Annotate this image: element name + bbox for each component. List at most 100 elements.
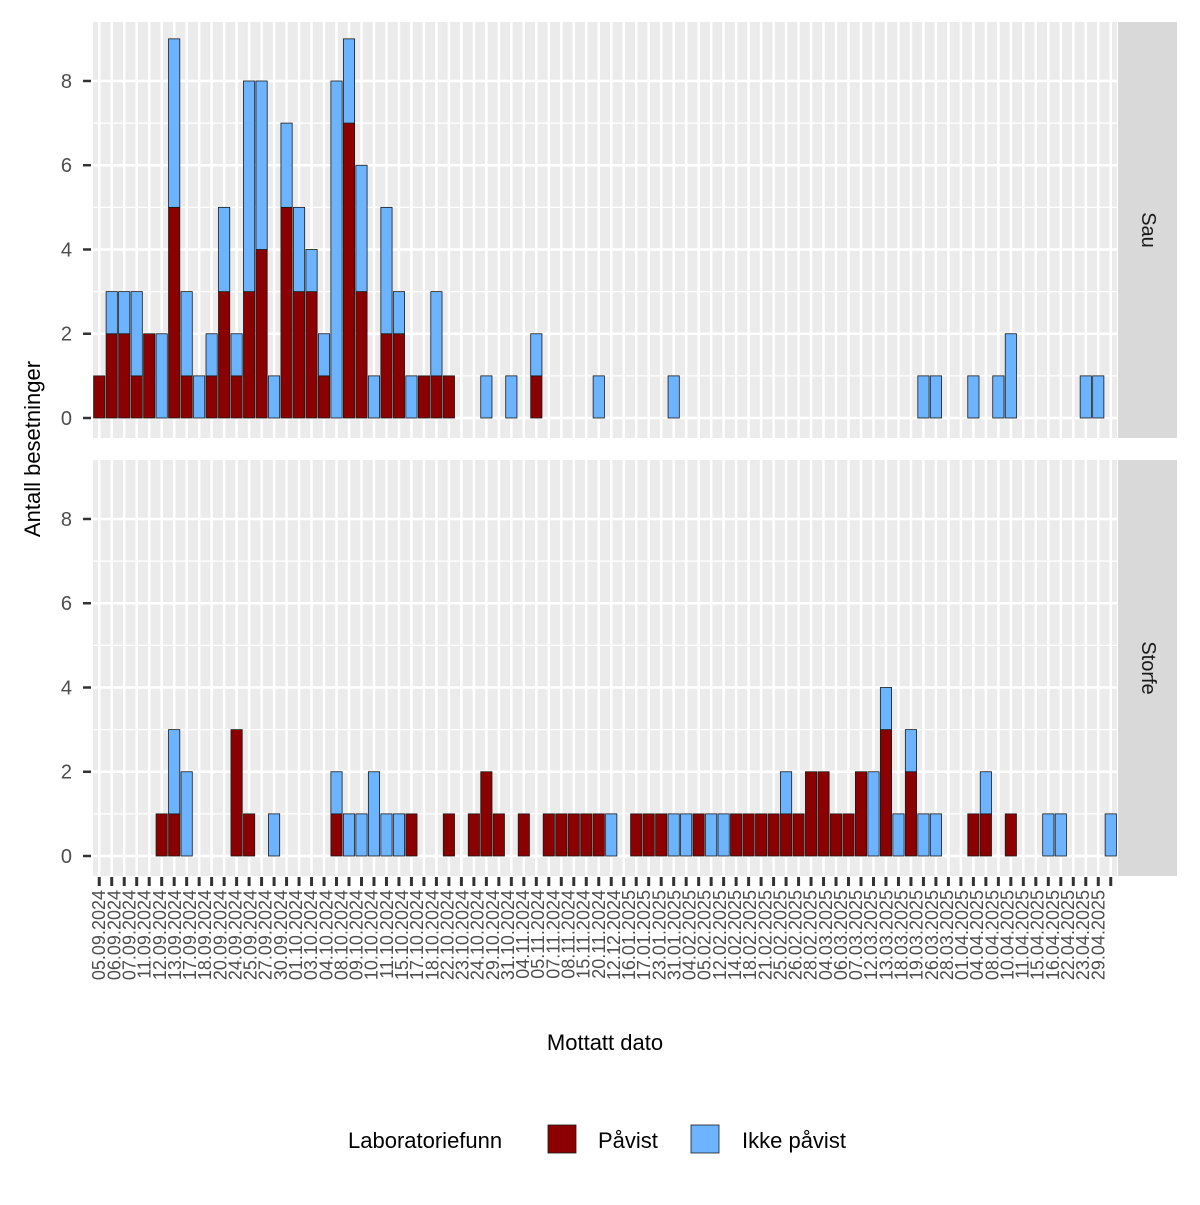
bar-pavist — [879, 729, 892, 857]
x-tick-label: 30.09.2024 — [271, 890, 291, 980]
bar-pavist — [255, 249, 268, 419]
x-tick-label: 15.04.2025 — [1028, 890, 1048, 980]
x-tick-label: 28.03.2025 — [937, 890, 957, 980]
x-tick-label: 06.09.2024 — [104, 890, 124, 980]
x-tick-label: 05.02.2025 — [695, 890, 715, 980]
bar-pavist — [280, 206, 293, 419]
x-tick-label: 22.04.2025 — [1058, 890, 1078, 980]
bar-pavist — [417, 375, 430, 419]
x-tick-label: 20.11.2024 — [589, 890, 609, 979]
x-tick-label: 12.03.2025 — [861, 890, 881, 980]
bar-pavist — [93, 375, 106, 419]
bar-pavist — [979, 813, 992, 857]
bar-ikke-pavist — [105, 291, 118, 335]
x-tick-label: 12.12.2024 — [604, 890, 624, 980]
bar-ikke-pavist — [118, 291, 131, 335]
bar-pavist — [830, 813, 843, 857]
x-tick-label: 18.03.2025 — [891, 890, 911, 980]
y-tick-label: 6 — [61, 155, 72, 177]
x-tick-label: 11.09.2024 — [135, 890, 155, 979]
x-tick-label: 19.03.2025 — [907, 890, 927, 980]
bar-ikke-pavist — [592, 375, 605, 419]
bar-pavist — [430, 375, 443, 419]
x-tick-label: 24.10.2024 — [468, 890, 488, 980]
bar-ikke-pavist — [967, 375, 980, 419]
y-tick-label: 4 — [61, 677, 72, 699]
bar-ikke-pavist — [155, 333, 168, 419]
y-tick-label: 2 — [61, 324, 72, 346]
x-tick-label: 09.10.2024 — [347, 890, 367, 980]
bar-ikke-pavist — [268, 375, 281, 419]
bar-ikke-pavist — [867, 771, 880, 857]
bar-pavist — [767, 813, 780, 857]
facet-panel-storfe: 0 2 4 6 8 Storfe — [61, 460, 1177, 876]
bar-pavist — [567, 813, 580, 857]
x-tick-label: 01.10.2024 — [286, 890, 306, 980]
bar-ikke-pavist — [330, 771, 343, 815]
bar-pavist — [967, 813, 980, 857]
x-tick-label: 17.10.2024 — [407, 890, 427, 980]
y-tick-label: 6 — [61, 593, 72, 615]
bar-ikke-pavist — [392, 813, 405, 857]
bar-pavist — [205, 375, 218, 419]
x-tick-label: 28.02.2025 — [801, 890, 821, 980]
bar-pavist — [293, 291, 306, 419]
x-tick-label: 16.04.2025 — [1043, 890, 1063, 980]
x-tick-label: 20.09.2024 — [210, 890, 230, 980]
bar-pavist — [780, 813, 793, 857]
bar-pavist — [180, 375, 193, 419]
x-tick-label: 04.11.2024 — [513, 890, 533, 979]
x-tick-label: 23.10.2024 — [453, 890, 473, 980]
x-tick-label: 22.10.2024 — [437, 890, 457, 980]
bar-ikke-pavist — [367, 771, 380, 857]
x-tick-label: 25.02.2025 — [770, 890, 790, 980]
bar-ikke-pavist — [193, 375, 206, 419]
bar-pavist — [730, 813, 743, 857]
y-tick-label: 8 — [61, 71, 72, 93]
x-tick-label: 31.10.2024 — [498, 890, 518, 980]
bar-pavist — [230, 375, 243, 419]
bar-pavist — [105, 333, 118, 419]
bar-ikke-pavist — [917, 375, 930, 419]
bar-ikke-pavist — [130, 291, 143, 377]
panel-background — [93, 460, 1117, 876]
bar-pavist — [168, 813, 181, 857]
bar-pavist — [592, 813, 605, 857]
x-tick-label: 08.10.2024 — [331, 890, 351, 980]
x-tick-label: 16.01.2025 — [619, 890, 639, 980]
bar-ikke-pavist — [680, 813, 693, 857]
facet-strip — [1118, 460, 1177, 876]
bar-pavist — [442, 813, 455, 857]
x-tick-label: 12.09.2024 — [150, 890, 170, 980]
bar-ikke-pavist — [380, 813, 393, 857]
bar-pavist — [143, 333, 156, 419]
x-tick-label: 08.04.2025 — [982, 890, 1002, 980]
x-tick-label: 21.02.2025 — [755, 890, 775, 980]
x-tick-label: 26.02.2025 — [786, 890, 806, 980]
bar-pavist — [842, 813, 855, 857]
x-tick-label: 18.10.2024 — [422, 890, 442, 980]
bar-ikke-pavist — [268, 813, 281, 857]
bar-pavist — [792, 813, 805, 857]
x-axis: 05.09.202406.09.202407.09.202411.09.2024… — [89, 877, 1113, 980]
x-tick-label: 26.03.2025 — [922, 890, 942, 980]
legend-label: Påvist — [598, 1128, 658, 1153]
x-tick-label: 05.09.2024 — [89, 890, 109, 980]
x-tick-label: 10.10.2024 — [362, 890, 382, 980]
bar-pavist — [517, 813, 530, 857]
bar-ikke-pavist — [168, 38, 181, 208]
bar-pavist — [580, 813, 593, 857]
x-tick-label: 03.10.2024 — [301, 890, 321, 980]
bar-pavist — [854, 771, 868, 857]
x-tick-label: 13.03.2025 — [876, 890, 896, 980]
x-tick-label: 29.04.2025 — [1088, 890, 1108, 980]
x-tick-label: 07.03.2025 — [846, 890, 866, 980]
bar-ikke-pavist — [480, 375, 493, 419]
bar-pavist — [692, 813, 705, 857]
bar-pavist — [355, 291, 368, 419]
bar-pavist — [655, 813, 668, 857]
bar-pavist — [530, 375, 543, 419]
facet-panel-sau: 0 2 4 6 8 Sau — [61, 22, 1177, 438]
bar-pavist — [392, 333, 405, 419]
